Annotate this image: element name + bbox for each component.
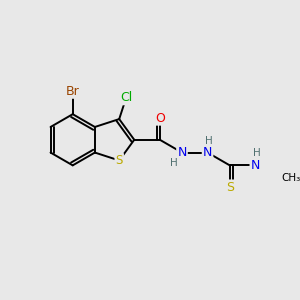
Text: H: H: [206, 136, 213, 146]
Text: N: N: [203, 146, 212, 159]
Text: S: S: [226, 181, 234, 194]
Text: H: H: [253, 148, 261, 158]
Text: N: N: [250, 159, 260, 172]
Text: CH₃: CH₃: [281, 173, 300, 183]
Text: S: S: [116, 154, 123, 167]
Text: Br: Br: [66, 85, 80, 98]
Text: O: O: [155, 112, 165, 124]
Text: N: N: [177, 146, 187, 159]
Text: H: H: [169, 158, 177, 168]
Text: Cl: Cl: [120, 91, 132, 104]
